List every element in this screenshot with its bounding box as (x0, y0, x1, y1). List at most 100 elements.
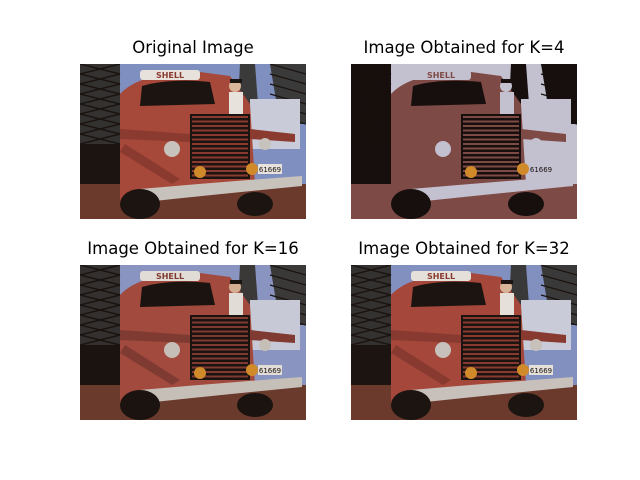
license-plate (258, 164, 282, 174)
fender-strut (120, 129, 190, 142)
fender-strut-right (521, 129, 566, 142)
truck-bumper (140, 377, 302, 403)
derrick-strut (80, 103, 121, 115)
truck-windshield (140, 281, 215, 307)
grille-bar (192, 335, 248, 337)
grille-bar (192, 116, 248, 118)
grille-bar (463, 134, 519, 136)
fender-strut-right (521, 330, 566, 343)
grille-bar (192, 353, 248, 355)
license-plate-text: 61669 (530, 367, 552, 375)
fender-strut (391, 129, 461, 142)
license-plate (529, 164, 553, 174)
derrick-strut (269, 274, 306, 286)
truck-wheel-right (237, 393, 273, 417)
headlight-right (259, 138, 271, 150)
man-hat (230, 79, 242, 83)
fog-light-left (465, 166, 477, 178)
grille-bar (463, 339, 519, 342)
grille-bar (192, 147, 248, 150)
derrick-strut (540, 265, 577, 276)
license-plate-text: 61669 (259, 367, 281, 375)
fender-strut (391, 345, 451, 385)
grille-bar (463, 143, 519, 145)
grille-bar (463, 120, 519, 123)
grille-bar (192, 317, 248, 319)
truck-wheel-right (508, 393, 544, 417)
quantized-k16-truck-image: SHELL 61669 (80, 265, 306, 420)
grille-bar (463, 353, 519, 355)
panel-title: Image Obtained for K=4 (363, 38, 565, 57)
grille-bar (463, 138, 519, 141)
grille-bar (192, 161, 248, 163)
headlight-left (435, 342, 451, 358)
derrick-strut (351, 334, 392, 346)
license-plate (258, 365, 282, 375)
grille-bar (463, 330, 519, 333)
quantized-k4-truck-image: SHELL 61669 (351, 64, 577, 219)
fog-light-left (465, 367, 477, 379)
fender-strut (120, 345, 180, 385)
license-plate-text: 61669 (530, 166, 552, 174)
derrick-strut (351, 274, 392, 286)
grille-bar (463, 362, 519, 364)
fender-strut (391, 330, 461, 343)
derrick-strut (351, 294, 392, 306)
truck-wheel-right (508, 192, 544, 216)
headlight-right (530, 339, 542, 351)
man-hat (501, 79, 513, 83)
k32-image-panel: Image Obtained for K=32 SHELL 61669 (351, 239, 577, 420)
grille-bar (192, 170, 248, 172)
derrick-strut (269, 83, 306, 95)
man-shirt (500, 293, 514, 315)
grille-bar (463, 156, 519, 159)
grille-bar (463, 170, 519, 172)
grille-bar (463, 152, 519, 154)
grille-bar (463, 375, 519, 378)
grille-bar (192, 375, 248, 378)
grille-bar (192, 321, 248, 324)
grille-bar (192, 344, 248, 346)
fog-light-left (194, 166, 206, 178)
derrick-strut (80, 284, 121, 296)
man-shirt (229, 92, 243, 114)
derrick-strut (269, 284, 306, 296)
panel-title: Image Obtained for K=16 (87, 239, 299, 258)
derrick-strut (351, 123, 392, 135)
derrick-strut (540, 83, 577, 95)
derrick-strut (80, 64, 121, 75)
grille-bar (463, 321, 519, 324)
shell-sign-text: SHELL (427, 272, 455, 281)
derrick-strut (80, 294, 121, 306)
license-plate (529, 365, 553, 375)
grille-bar (463, 357, 519, 360)
shell-sign (411, 271, 471, 281)
derrick-strut (80, 133, 121, 145)
man-shirt (500, 92, 514, 114)
derrick-strut (80, 93, 121, 105)
derrick-strut (351, 133, 392, 145)
headlight-left (164, 342, 180, 358)
truck-wheel (120, 390, 160, 420)
derrick-tower-left (80, 64, 120, 144)
headlight-right (259, 339, 271, 351)
derrick-strut (269, 64, 306, 75)
man-shirt (229, 293, 243, 315)
grille-bar (463, 125, 519, 127)
grille-bar (463, 161, 519, 163)
original-truck-image: SHELL 61669 (80, 64, 306, 219)
fender-strut (120, 330, 190, 343)
truck-wheel (120, 189, 160, 219)
derrick-strut (351, 64, 392, 75)
grille-bar (463, 366, 519, 369)
derrick-strut (80, 314, 121, 326)
shell-sign (411, 70, 471, 80)
panel-title: Original Image (132, 38, 254, 57)
derrick-strut (540, 64, 577, 75)
headlight-left (435, 141, 451, 157)
derrick-strut (80, 265, 121, 276)
derrick-strut (540, 274, 577, 286)
fender-strut (120, 144, 180, 184)
derrick-strut (269, 73, 306, 85)
fender-strut (391, 144, 451, 184)
